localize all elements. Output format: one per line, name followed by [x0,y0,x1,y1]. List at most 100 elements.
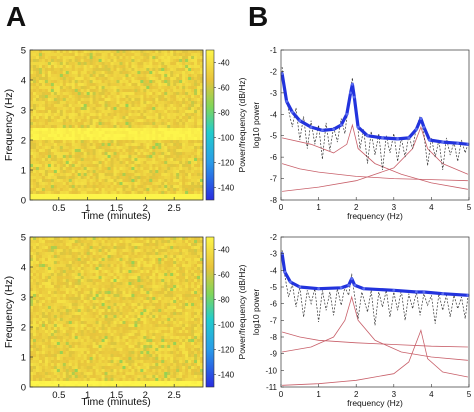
heatmap-cell [197,267,201,271]
heatmap-cell [83,176,88,180]
heatmap-cell [59,53,64,57]
heatmap-cell [146,336,150,340]
heatmap-cell [101,327,105,331]
heatmap-cell [95,56,99,60]
heatmap-cell [170,240,174,244]
heatmap-cell [59,264,64,268]
heatmap-cell [194,83,198,87]
heatmap-cell [83,309,88,313]
heatmap-cell [110,240,114,244]
heatmap-cell [44,170,49,174]
heatmap-cell [101,336,105,340]
heatmap-cell [134,59,138,63]
heatmap-cell [137,303,141,307]
heatmap-cell [125,56,129,60]
heatmap-cell [74,80,79,84]
heatmap-cell [191,261,195,265]
heatmap-cell [143,56,147,60]
heatmap-cell [41,59,46,63]
heatmap-cell [158,167,162,171]
heatmap-cell [149,128,153,132]
heatmap-cell [134,315,138,319]
heatmap-cell [191,89,195,93]
heatmap-cell [125,243,129,247]
heatmap-cell [194,258,198,262]
heatmap-cell [89,83,94,87]
heatmap-cell [89,62,94,66]
heatmap-cell [146,330,150,334]
heatmap-cell [188,137,192,141]
heatmap-cell [179,149,183,153]
heatmap-cell [32,161,37,165]
heatmap-cell [143,65,147,69]
heatmap-cell [200,291,204,295]
heatmap-cell [110,170,114,174]
heatmap-cell [71,155,76,159]
heatmap-cell [146,243,150,247]
heatmap-cell [173,282,177,286]
heatmap-cell [137,65,141,69]
heatmap-cell [32,288,37,292]
heatmap-cell [77,279,82,283]
heatmap-cell [44,137,49,141]
heatmap-cell [86,110,91,114]
heatmap-cell [131,237,135,241]
heatmap-cell [74,68,79,72]
heatmap-cell [194,80,198,84]
heatmap-cell [182,291,186,295]
heatmap-cell [35,270,40,274]
heatmap-cell [173,113,177,117]
heatmap-cell [140,161,144,165]
heatmap-cell [137,327,141,331]
heatmap-cell [98,68,102,72]
heatmap-cell [77,101,82,105]
heatmap-cell [89,71,94,75]
heatmap-cell [116,56,120,60]
heatmap-cell [170,264,174,268]
heatmap-cell [113,179,117,183]
heatmap-cell [53,264,58,268]
heatmap-cell [122,56,126,60]
heatmap-cell [50,255,55,259]
heatmap-cell [164,104,168,108]
heatmap-cell [32,191,37,195]
heatmap-cell [143,53,147,57]
heatmap-cell [173,330,177,334]
heatmap-cell [68,167,73,171]
heatmap-cell [56,116,61,120]
heatmap-cell [56,74,61,78]
heatmap-cell [98,312,102,316]
heatmap-cell [155,59,159,63]
heatmap-cell [137,300,141,304]
heatmap-cell [32,59,37,63]
heatmap-cell [149,104,153,108]
heatmap-cell [170,237,174,241]
heatmap-cell [41,243,46,247]
heatmap-cell [197,104,201,108]
heatmap-cell [146,134,150,138]
heatmap-cell [197,77,201,81]
heatmap-cell [110,197,114,201]
heatmap-cell [161,173,165,177]
heatmap-cell [110,294,114,298]
heatmap-cell [125,71,129,75]
heatmap-cell [143,128,147,132]
heatmap-cell [44,62,49,66]
heatmap-cell [89,276,94,280]
heatmap-cell [107,164,111,168]
heatmap-cell [38,74,43,78]
heatmap-cell [155,249,159,253]
heatmap-cell [158,297,162,301]
heatmap-cell [95,95,99,99]
heatmap-cell [113,255,117,259]
heatmap-cell [38,143,43,147]
heatmap-cell [95,128,99,132]
heatmap-cell [173,149,177,153]
heatmap-cell [167,306,171,310]
heatmap-cell [158,264,162,268]
heatmap-cell [128,303,132,307]
heatmap-cell [149,188,153,192]
heatmap-cell [200,309,204,313]
heatmap-cell [53,197,58,201]
